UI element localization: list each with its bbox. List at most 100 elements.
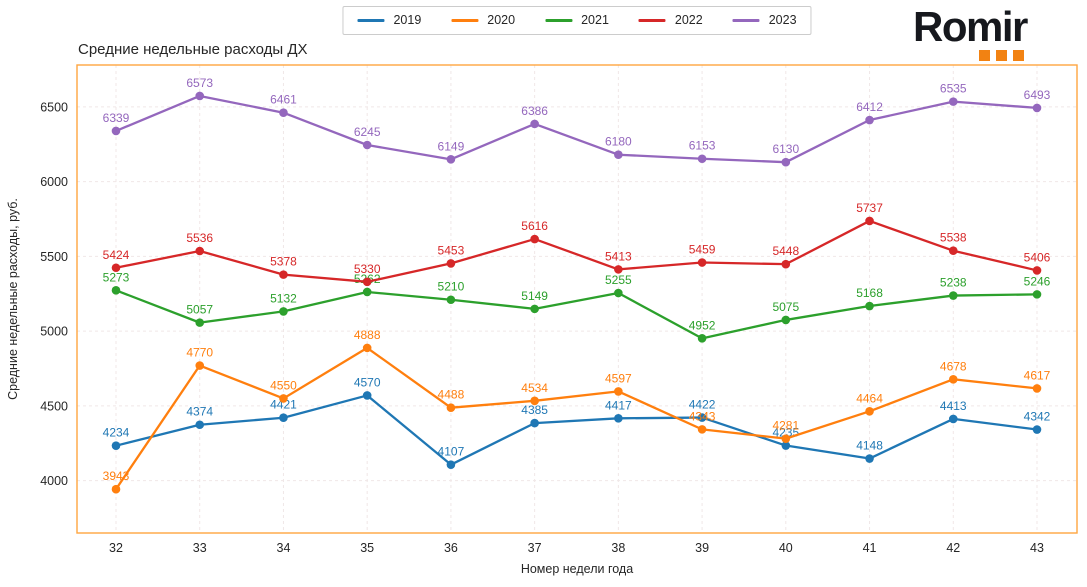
data-point-label: 4888 [354,328,381,342]
data-point-label: 4281 [772,419,799,433]
romir-logo: Romir [913,6,1073,61]
data-point-label: 6535 [940,82,967,96]
series-line-2019 [114,394,1039,466]
data-point [1032,266,1042,275]
data-point-label: 4422 [689,398,716,412]
data-point-label: 5424 [103,248,130,262]
data-point-label: 6130 [772,142,799,156]
data-point-label: 6386 [521,104,548,118]
data-point-label: 6245 [354,125,381,139]
legend-label: 2019 [393,13,422,28]
legend-swatch-icon [638,19,666,22]
data-point [111,484,121,494]
legend-swatch-icon [357,19,385,22]
x-tick-label: 35 [360,541,374,555]
data-point-label: 4107 [438,445,465,459]
x-tick-label: 38 [611,541,625,555]
data-point [865,454,874,463]
data-point [614,288,623,298]
data-point [362,140,372,150]
data-point-label: 5238 [940,276,967,290]
data-point-label: 4374 [186,405,213,419]
y-tick-label: 6500 [40,100,68,114]
data-point [111,286,121,295]
data-point-label: 4234 [103,426,130,440]
data-point [614,387,623,396]
data-point-label: 6339 [103,111,130,125]
legend-item-2019: 2019 [357,14,421,27]
legend-item-2020: 2020 [451,14,515,27]
legend-item-2021: 2021 [545,14,609,27]
data-point-label: 4678 [940,359,967,373]
data-point-label: 4421 [270,398,297,412]
romir-logo-text: Romir [913,3,1028,50]
data-point-label: 5737 [856,201,883,215]
series-2020: 3943 4770 4550 4888 4488 4534 4597 4343 4281 4464… [103,328,1051,494]
data-point-label: 5453 [438,243,465,257]
data-point-label: 5168 [856,286,883,300]
data-point-label: 5448 [772,244,799,258]
data-point [446,403,456,413]
data-point [781,259,791,269]
data-point-label: 4770 [186,346,213,360]
data-point [865,301,874,311]
data-point [279,270,288,279]
data-point-label: 5330 [354,262,381,276]
data-point [362,287,372,297]
series-2023: 6339 6573 6461 6245 6149 6386 6180 6153 6130 6412… [103,76,1051,167]
data-point [1032,425,1042,434]
legend-item-2023: 2023 [732,14,797,27]
data-point-label: 4534 [521,381,548,395]
data-point-label: 4464 [856,391,883,405]
series-line-2021 [114,289,1039,340]
data-point-label: 6573 [186,76,213,90]
data-point-label: 5538 [940,231,967,245]
data-point-label: 5459 [689,243,716,257]
series-line-2023 [114,94,1039,164]
data-point-label: 6153 [689,139,716,153]
data-point [446,460,456,469]
legend: 2019 2020 2021 2022 2023 [342,6,812,35]
chart-title: Средние недельные расходы ДХ [78,41,308,58]
data-point [948,246,958,256]
legend-label: 2020 [487,13,516,28]
legend-label: 2022 [674,13,703,28]
legend-item-2022: 2022 [638,13,703,28]
x-axis-title: Номер недели года [521,562,633,576]
data-point-label: 5132 [270,291,297,305]
y-tick-label: 5000 [40,325,68,339]
legend-swatch-icon [732,19,760,22]
data-point [195,91,205,101]
data-point-label: 6149 [438,139,465,153]
data-point-label: 5536 [186,231,213,245]
series-2022: 5424 5536 5378 5330 5453 5616 5413 5459 5448 5737… [103,201,1051,287]
data-point [530,304,539,314]
data-point-label: 4488 [438,388,465,402]
data-point [362,277,372,287]
data-point [1032,290,1042,299]
plot-border [76,64,1078,534]
data-point-label: 4342 [1024,410,1051,424]
data-point [279,394,288,403]
data-point-label: 4343 [689,409,716,423]
logo-dot-icon [979,50,990,61]
data-point [111,441,121,450]
series-line-2022 [114,219,1039,283]
data-point [697,413,707,422]
data-point [697,425,707,434]
data-point [697,154,707,164]
data-point-label: 6412 [856,100,883,114]
data-point [530,119,539,129]
x-tick-label: 42 [946,541,960,555]
x-tick-label: 36 [444,541,458,555]
data-point-label: 3943 [103,469,130,483]
legend-swatch-icon [451,19,479,22]
data-point [781,434,791,443]
data-point [446,155,456,164]
data-point [530,396,539,406]
data-point [530,234,539,244]
y-tick-label: 4000 [40,474,68,488]
data-point [865,115,874,125]
